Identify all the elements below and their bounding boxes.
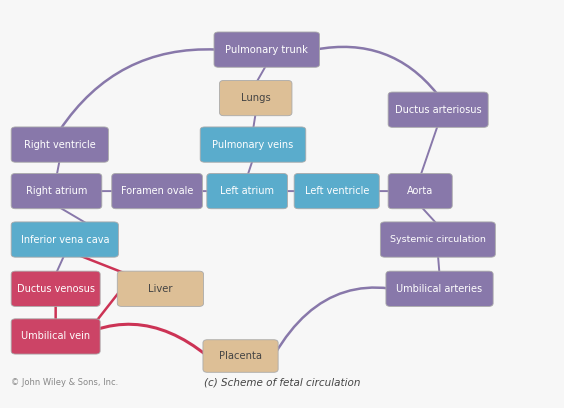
FancyBboxPatch shape bbox=[112, 173, 202, 209]
Text: Pulmonary veins: Pulmonary veins bbox=[213, 140, 294, 150]
FancyBboxPatch shape bbox=[380, 222, 495, 257]
Text: Ductus arteriosus: Ductus arteriosus bbox=[395, 105, 482, 115]
Text: Inferior vena cava: Inferior vena cava bbox=[20, 235, 109, 244]
Text: Placenta: Placenta bbox=[219, 351, 262, 361]
FancyBboxPatch shape bbox=[388, 173, 452, 209]
FancyBboxPatch shape bbox=[11, 173, 102, 209]
FancyBboxPatch shape bbox=[11, 127, 108, 162]
FancyBboxPatch shape bbox=[11, 319, 100, 354]
Text: Umbilical vein: Umbilical vein bbox=[21, 331, 90, 341]
FancyBboxPatch shape bbox=[11, 222, 118, 257]
Text: Right ventricle: Right ventricle bbox=[24, 140, 96, 150]
FancyBboxPatch shape bbox=[386, 271, 493, 306]
Text: Foramen ovale: Foramen ovale bbox=[121, 186, 193, 196]
FancyBboxPatch shape bbox=[207, 173, 288, 209]
Text: Pulmonary trunk: Pulmonary trunk bbox=[226, 44, 309, 55]
FancyBboxPatch shape bbox=[117, 271, 204, 306]
FancyBboxPatch shape bbox=[294, 173, 379, 209]
FancyBboxPatch shape bbox=[200, 127, 306, 162]
Text: Left atrium: Left atrium bbox=[220, 186, 274, 196]
Text: © John Wiley & Sons, Inc.: © John Wiley & Sons, Inc. bbox=[11, 378, 118, 387]
FancyBboxPatch shape bbox=[11, 271, 100, 306]
Text: (c) Scheme of fetal circulation: (c) Scheme of fetal circulation bbox=[204, 377, 360, 387]
Text: Aorta: Aorta bbox=[407, 186, 433, 196]
Text: Lungs: Lungs bbox=[241, 93, 271, 103]
FancyBboxPatch shape bbox=[219, 80, 292, 116]
Text: Liver: Liver bbox=[148, 284, 173, 294]
Text: Ductus venosus: Ductus venosus bbox=[17, 284, 95, 294]
Text: Left ventricle: Left ventricle bbox=[305, 186, 369, 196]
FancyBboxPatch shape bbox=[203, 340, 278, 372]
Text: Umbilical arteries: Umbilical arteries bbox=[396, 284, 483, 294]
FancyBboxPatch shape bbox=[214, 32, 320, 67]
Text: Systemic circulation: Systemic circulation bbox=[390, 235, 486, 244]
Text: Right atrium: Right atrium bbox=[26, 186, 87, 196]
FancyBboxPatch shape bbox=[388, 92, 488, 127]
